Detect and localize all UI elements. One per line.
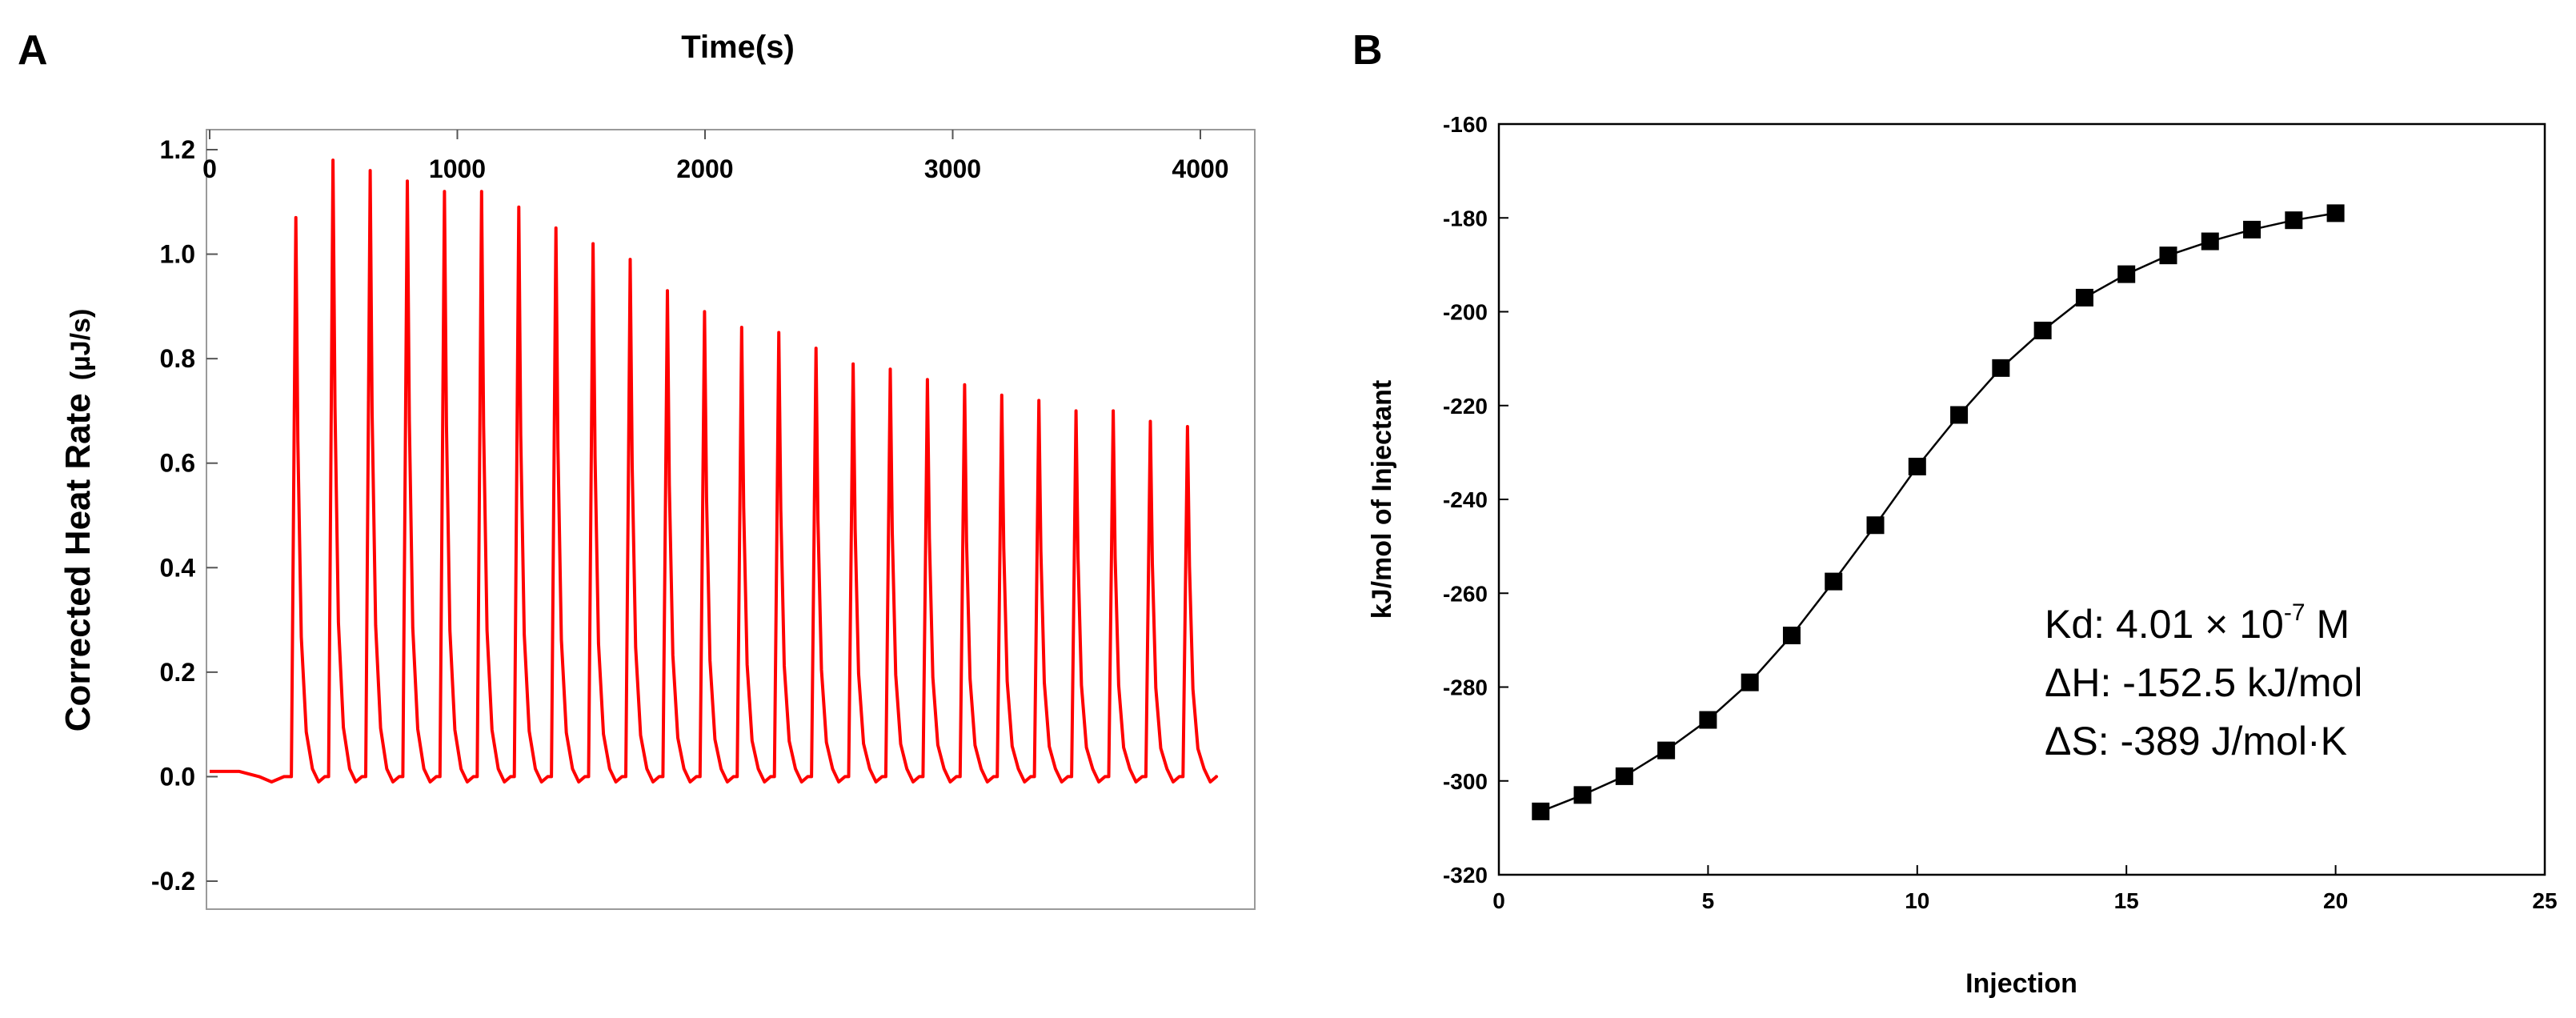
kd-text: Kd: 4.01 × 10 [2045, 602, 2284, 647]
chart-a-ytick-label: 0.8 [160, 344, 195, 373]
chart-b-xtick-label: 25 [2532, 888, 2557, 913]
data-point [1950, 406, 1969, 424]
kd-exponent: -7 [2284, 599, 2306, 626]
chart-a-ytick-label: 0.6 [160, 449, 195, 478]
data-point [1741, 673, 1759, 691]
data-point [1825, 572, 1843, 591]
chart-b-ytick-label: -240 [1443, 487, 1488, 512]
data-point [2159, 246, 2177, 265]
data-point [2075, 288, 2093, 307]
chart-b-ytick-label: -320 [1443, 863, 1488, 888]
chart-a-title: Time(s) [681, 30, 795, 65]
enthalpy-annotation: ΔH: -152.5 kJ/mol [2045, 660, 2362, 705]
chart-a-frame [206, 129, 1256, 910]
heat-rate-trace [210, 158, 1219, 784]
chart-a-xtick-label: 4000 [1172, 154, 1228, 183]
chart-b-ytick-label: -280 [1443, 675, 1488, 700]
svg-text:Corrected Heat Rate (µ: Corrected Heat Rate (µJ/s) [58, 309, 98, 732]
data-point [2033, 321, 2052, 339]
data-point [2243, 220, 2262, 238]
chart-a-ylabel-text: Corrected Heat Rate [58, 393, 98, 731]
chart-a-ylabel-unit: (µJ/s) [66, 309, 96, 381]
chart-a-ytick-label: 0.4 [160, 553, 196, 582]
chart-a: Time(s) -0.2 0.0 0.2 0.4 0.6 0.8 1.0 1.2 0 1000 2… [58, 30, 1256, 910]
chart-a-xtick-label: 1000 [429, 154, 486, 183]
data-point [2326, 204, 2345, 222]
data-point [1699, 711, 1717, 729]
data-point [1992, 359, 2010, 377]
chart-b-ytick-label: -300 [1443, 769, 1488, 794]
kd-unit: M [2306, 602, 2350, 647]
data-point [1573, 786, 1592, 804]
chart-a-ytick-label: 0.0 [160, 762, 195, 791]
panel-b-letter: B [1352, 27, 1383, 74]
data-point [1782, 627, 1801, 645]
chart-b-ylabel: kJ/mol of Injectant [1367, 380, 1397, 619]
chart-b-ytick-label: -220 [1443, 394, 1488, 419]
data-point [2201, 232, 2219, 250]
chart-a-ytick-label: 0.2 [160, 658, 195, 687]
chart-b-xlabel: Injection [1965, 968, 2077, 999]
data-point [1615, 767, 1633, 785]
data-point [2117, 265, 2136, 283]
chart-b-xtick-label: 5 [1702, 888, 1715, 913]
chart-a-ytick-label: 1.2 [160, 135, 195, 164]
chart-b: -160 -180 -200 -220 -240 -260 -280 -300 -320 0 5 1… [1367, 112, 2558, 999]
chart-b-frame [1497, 122, 2546, 876]
chart-b-xtick-label: 0 [1492, 888, 1505, 913]
chart-b-xtick-label: 10 [1905, 888, 1929, 913]
chart-a-ytick-label: 1.0 [160, 240, 195, 269]
chart-b-ytick-label: -260 [1443, 581, 1488, 606]
data-point [1657, 741, 1676, 759]
fit-parameters: Kd: 4.01 × 10-7 M ΔH: -152.5 kJ/mol ΔS: … [2045, 599, 2362, 764]
data-point [1866, 516, 1885, 535]
chart-b-xtick-label: 15 [2114, 888, 2139, 913]
chart-b-ytick-label: -200 [1443, 300, 1488, 325]
chart-b-ytick-label: -180 [1443, 206, 1488, 230]
kd-annotation: Kd: 4.01 × 10-7 M [2045, 599, 2350, 647]
panel-a-letter: A [18, 27, 48, 74]
entropy-annotation: ΔS: -389 J/mol·K [2045, 719, 2347, 764]
chart-a-ytick-label: -0.2 [151, 867, 195, 896]
data-point [2285, 211, 2303, 230]
data-point [1908, 457, 1926, 475]
chart-a-xtick-label: 0 [202, 154, 217, 183]
chart-a-ylabel: Corrected Heat Rate (µJ/s) [58, 309, 98, 732]
chart-a-xtick-label: 2000 [676, 154, 733, 183]
chart-b-ytick-label: -160 [1443, 112, 1488, 137]
chart-a-xtick-label: 3000 [924, 154, 981, 183]
chart-b-xtick-label: 20 [2323, 888, 2348, 913]
data-point [1532, 802, 1550, 820]
